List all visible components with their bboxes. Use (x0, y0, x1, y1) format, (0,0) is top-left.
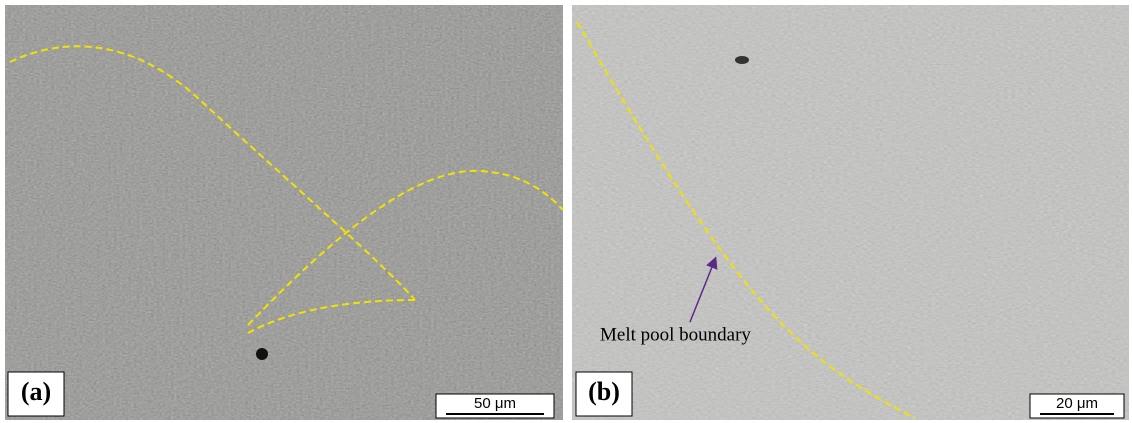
label-box (7, 371, 65, 417)
melt-pool-lines (9, 45, 564, 334)
panel-a: (a) 50 μm (5, 5, 564, 420)
label-box (575, 371, 633, 417)
micrograph (572, 5, 1129, 420)
panel-b: Melt pool boundary (b) 20 μm (572, 5, 1129, 420)
pore (256, 348, 268, 360)
scale-text: 20 μm (1056, 395, 1098, 412)
melt-pool-line (576, 21, 916, 419)
annotation: Melt pool boundary (600, 324, 751, 345)
panel-label: (b) (588, 377, 620, 406)
arrow (689, 256, 718, 323)
scale-text: 50 μm (474, 395, 516, 412)
micrograph (5, 5, 563, 420)
pore (735, 56, 749, 64)
panel-label: (a) (21, 377, 51, 406)
